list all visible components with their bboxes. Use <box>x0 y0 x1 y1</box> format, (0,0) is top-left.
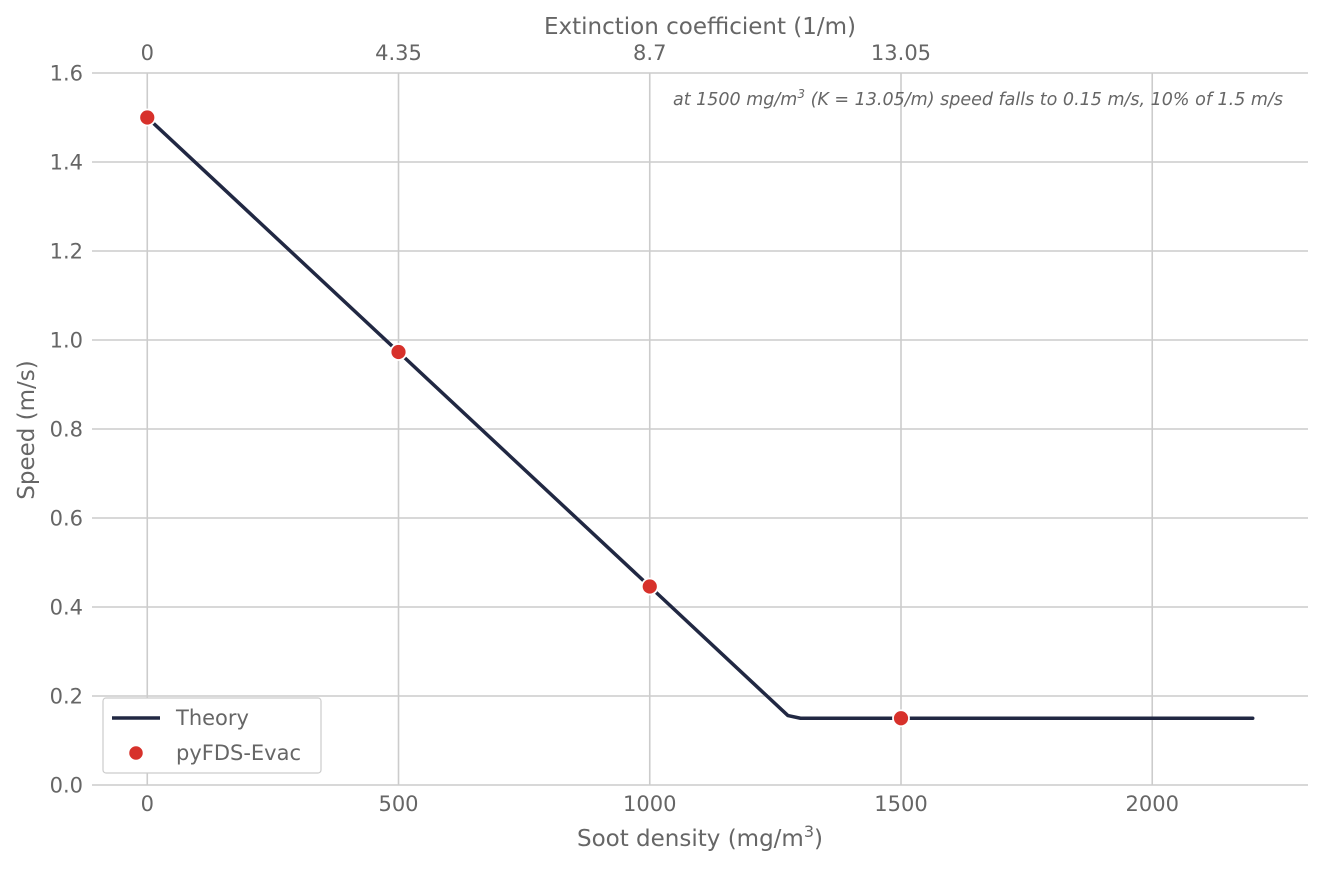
x-axis-label: Soot density (mg/m3) <box>577 822 823 852</box>
top-tick-label-0: 0 <box>141 41 154 65</box>
y-tick-label-1.6: 1.6 <box>50 62 83 86</box>
top-tick-label-8.7: 8.7 <box>633 41 666 65</box>
y-tick-label-0.6: 0.6 <box>50 507 83 531</box>
plot-frame <box>92 72 1308 786</box>
annotation-text: at 1500 mg/m3 (K = 13.05/m) speed falls … <box>673 87 1283 110</box>
y-tick-label-1.4: 1.4 <box>50 151 83 175</box>
y-axis-label: Speed (m/s) <box>14 360 40 500</box>
theory-series <box>145 115 1255 720</box>
y-tick-label-0.2: 0.2 <box>50 685 83 709</box>
y-tick-label-1.0: 1.0 <box>50 329 83 353</box>
grid <box>92 72 1308 786</box>
data-point-1000 <box>640 577 659 596</box>
y-tick-label-1.2: 1.2 <box>50 240 83 264</box>
top-axis-ticks: 0 4.35 8.7 13.05 <box>141 41 931 65</box>
data-point-500 <box>389 343 408 361</box>
x-tick-label-500: 500 <box>378 792 418 816</box>
x-tick-label-0: 0 <box>141 792 154 816</box>
legend-theory-label: Theory <box>175 706 249 730</box>
top-tick-label-13.05: 13.05 <box>871 41 931 65</box>
legend-pyfds-evac-label: pyFDS-Evac <box>176 741 301 765</box>
top-axis-label: Extinction coefficient (1/m) <box>544 14 856 40</box>
data-point-1500 <box>892 709 910 728</box>
legend-pyfds-evac-swatch <box>127 744 145 762</box>
x-axis-ticks: 0 500 1000 1500 2000 <box>141 792 1179 816</box>
x-tick-label-1000: 1000 <box>623 792 676 816</box>
data-point-0 <box>138 108 157 127</box>
x-tick-label-2000: 2000 <box>1126 792 1179 816</box>
legend: Theory pyFDS-Evac <box>102 697 322 774</box>
top-tick-label-4.35: 4.35 <box>375 41 422 65</box>
y-axis-ticks: 0.0 0.2 0.4 0.6 0.8 1.0 1.2 1.4 1.6 <box>50 62 83 798</box>
y-tick-label-0.4: 0.4 <box>50 596 83 620</box>
y-tick-label-0.0: 0.0 <box>50 774 83 798</box>
y-tick-label-0.8: 0.8 <box>50 418 83 442</box>
x-tick-label-1500: 1500 <box>874 792 927 816</box>
theory-line <box>145 115 1255 720</box>
pyfds-evac-series <box>138 108 910 728</box>
